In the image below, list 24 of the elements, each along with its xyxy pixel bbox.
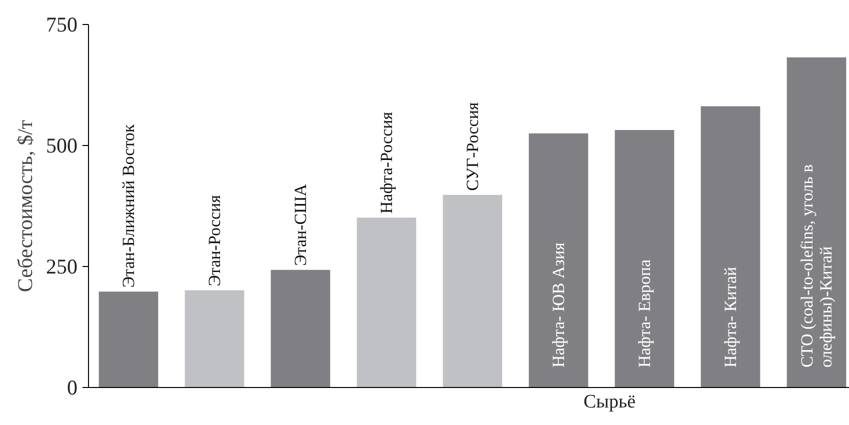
bar — [700, 106, 760, 388]
y-axis-title: Себестоимость, $/т — [13, 120, 37, 292]
y-tick-label: 0 — [67, 376, 78, 400]
bar — [184, 290, 244, 388]
bar — [270, 270, 330, 388]
bar — [786, 57, 846, 388]
bar — [614, 130, 674, 388]
x-tick-label: Нафта-Россия — [377, 112, 396, 214]
y-tick-label: 750 — [46, 12, 78, 36]
bar — [528, 133, 588, 388]
x-tick-label: Этан-Россия — [205, 194, 224, 286]
bar — [442, 194, 502, 388]
x-tick-label: Этан-США — [291, 183, 310, 266]
x-tick-label: Нафта- ЮВ Азия — [549, 242, 568, 368]
x-tick-label: СТО (coal-to-olefins, уголь в олефины)-Китай — [798, 164, 836, 368]
bar — [356, 218, 416, 388]
x-tick-label: Нафта- Китай — [721, 266, 740, 368]
y-tick-label: 500 — [46, 134, 78, 158]
bar — [98, 292, 158, 388]
x-tick-label: Этан-Ближний Восток — [119, 124, 138, 288]
x-axis-title: Сырьё — [584, 392, 636, 412]
x-tick-label: Нафта- Европа — [635, 259, 654, 368]
x-tick-label: СУГ-Россия — [463, 102, 482, 191]
y-tick-label: 250 — [46, 254, 78, 278]
